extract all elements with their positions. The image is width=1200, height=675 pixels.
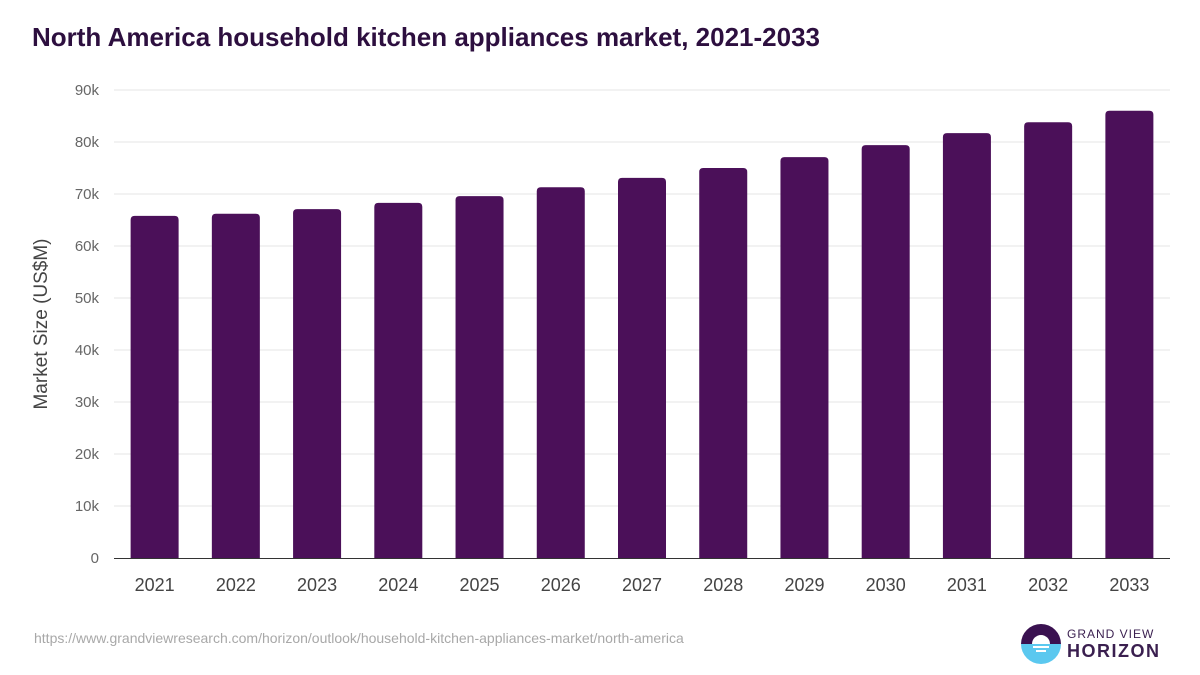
y-tick-label: 80k — [75, 134, 100, 151]
bar-2028 — [699, 168, 748, 558]
x-tick-label: 2025 — [460, 575, 500, 595]
bar-2025 — [455, 196, 504, 558]
x-tick-label: 2029 — [784, 575, 824, 595]
bar-2022 — [211, 213, 260, 558]
y-tick-label: 20k — [75, 446, 100, 463]
y-tick-label: 40k — [75, 342, 100, 359]
bar-2030 — [861, 145, 910, 558]
bar-2023 — [293, 209, 342, 558]
y-tick-label: 50k — [75, 290, 100, 307]
x-tick-label: 2031 — [947, 575, 987, 595]
bar-2033 — [1105, 110, 1154, 559]
x-tick-label: 2023 — [297, 575, 337, 595]
y-tick-label: 70k — [75, 186, 100, 203]
chart-title: North America household kitchen applianc… — [32, 22, 820, 52]
bar-2026 — [536, 187, 585, 559]
x-tick-label: 2030 — [866, 575, 906, 595]
bar-2031 — [942, 133, 991, 558]
grand-view-horizon-logo: GRAND VIEW HORIZON — [1020, 623, 1170, 665]
x-tick-label: 2021 — [135, 575, 175, 595]
source-url[interactable]: https://www.grandviewresearch.com/horizo… — [34, 630, 684, 646]
logo-text-horizon: HORIZON — [1067, 641, 1161, 661]
x-tick-label: 2024 — [378, 575, 418, 595]
bar-2021 — [130, 215, 179, 558]
y-tick-label: 0 — [91, 550, 99, 567]
x-tick-label: 2032 — [1028, 575, 1068, 595]
x-tick-label: 2026 — [541, 575, 581, 595]
logo-text-grand-view: GRAND VIEW — [1067, 627, 1155, 641]
y-axis-label: Market Size (US$M) — [31, 238, 52, 409]
x-tick-label: 2028 — [703, 575, 743, 595]
x-tick-label: 2033 — [1109, 575, 1149, 595]
bar-2029 — [780, 157, 829, 558]
y-tick-label: 30k — [75, 394, 100, 411]
y-tick-label: 90k — [75, 82, 100, 99]
x-tick-label: 2022 — [216, 575, 256, 595]
x-tick-label: 2027 — [622, 575, 662, 595]
horizon-logo-icon — [1021, 624, 1061, 664]
y-tick-label: 60k — [75, 238, 100, 255]
bar-2024 — [374, 202, 423, 558]
bar-2032 — [1024, 122, 1073, 559]
y-tick-label: 10k — [75, 498, 100, 515]
bar-2027 — [618, 177, 666, 558]
